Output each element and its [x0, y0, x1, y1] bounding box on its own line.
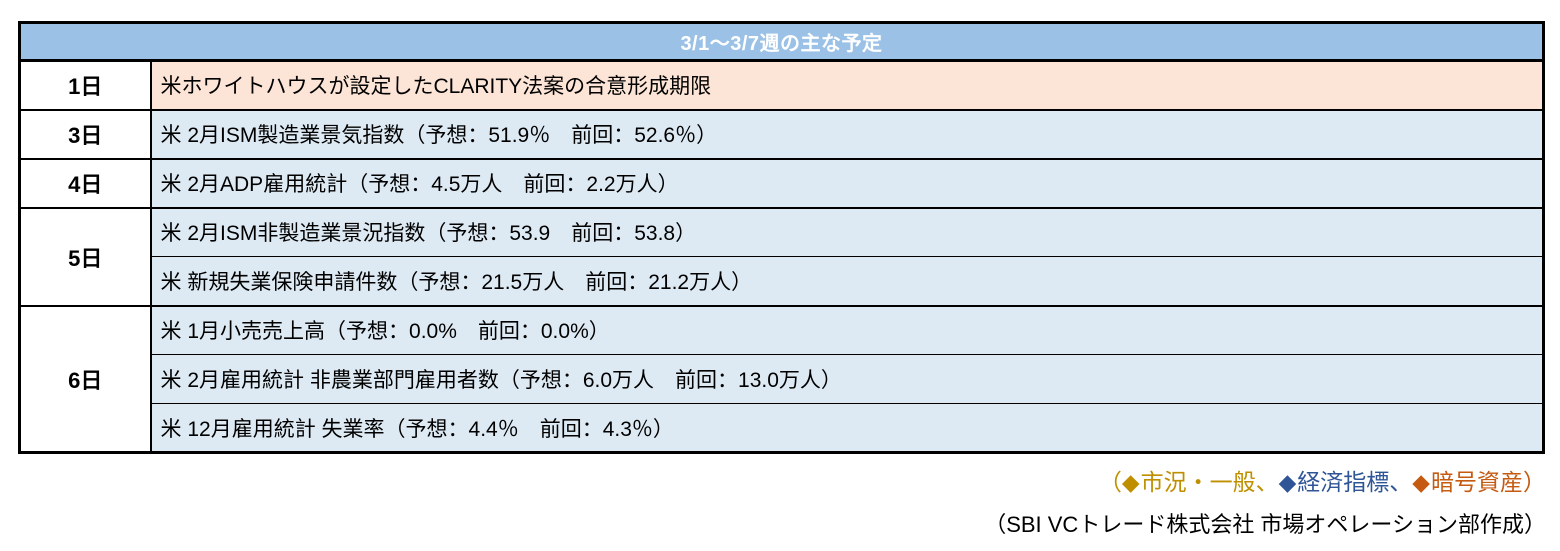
event-cell: 米 12月雇用統計 失業率（予想：4.4％ 前回：4.3％）	[150, 403, 1544, 453]
legend-close-paren: ）	[1523, 469, 1546, 495]
legend-item: ◆経済指標、	[1279, 469, 1413, 495]
table-row: 4日 米 2月ADP雇用統計（予想：4.5万人 前回：2.2万人）	[19, 157, 1544, 208]
table-row: 3日 米 2月ISM製造業景気指数（予想：51.9％ 前回：52.6％）	[19, 108, 1544, 159]
table-row: 米 新規失業保険申請件数（予想：21.5万人 前回：21.2万人）	[20, 256, 1544, 306]
day-cell: 1日	[19, 59, 152, 110]
event-cell: 米 2月雇用統計 非農業部門雇用者数（予想：6.0万人 前回：13.0万人）	[150, 354, 1544, 404]
legend-item: ◆暗号資産	[1412, 469, 1523, 495]
table-header-row: 3/1～3/7週の主な予定	[19, 22, 1544, 62]
table-title: 3/1～3/7週の主な予定	[19, 22, 1544, 62]
day-cell: 6日	[19, 304, 152, 453]
table-row: 6日 米 1月小売売上高（予想：0.0% 前回：0.0%）	[19, 304, 1544, 453]
event-cell: 米 2月ISM製造業景気指数（予想：51.9％ 前回：52.6％）	[150, 108, 1544, 159]
legend-open-paren: （	[1098, 469, 1122, 495]
table-row: 1日 米ホワイトハウスが設定したCLARITY法案の合意形成期限	[19, 59, 1544, 110]
table-row: 5日 米 2月ISM非製造業景況指数（予想：53.9 前回：53.8）	[19, 206, 1544, 306]
day-cell: 3日	[19, 108, 152, 159]
credit-line: （SBI VCトレード株式会社 市場オペレーション部作成）	[984, 512, 1546, 537]
event-cell: 米 1月小売売上高（予想：0.0% 前回：0.0%）	[150, 304, 1544, 355]
day-cell: 5日	[19, 206, 152, 306]
legend-item-label: 経済指標、	[1297, 469, 1413, 495]
table-row: 米 2月雇用統計 非農業部門雇用者数（予想：6.0万人 前回：13.0万人）	[20, 354, 1544, 404]
diamond-icon: ◆	[1121, 469, 1140, 495]
event-cell: 米 新規失業保険申請件数（予想：21.5万人 前回：21.2万人）	[150, 256, 1544, 306]
event-cell: 米 2月ISM非製造業景況指数（予想：53.9 前回：53.8）	[150, 206, 1544, 257]
legend-item-label: 市況・一般、	[1140, 469, 1279, 495]
legend: （◆市況・一般、◆経済指標、◆暗号資産）	[1099, 463, 1546, 497]
event-cell: 米 2月ADP雇用統計（予想：4.5万人 前回：2.2万人）	[150, 157, 1544, 208]
legend-item-label: 暗号資産	[1431, 469, 1523, 495]
table-row: 米 12月雇用統計 失業率（予想：4.4％ 前回：4.3％）	[20, 403, 1544, 453]
event-cell: 米ホワイトハウスが設定したCLARITY法案の合意形成期限	[150, 59, 1544, 110]
legend-item: ◆市況・一般、	[1122, 469, 1279, 495]
schedule-table: 3/1～3/7週の主な予定 1日 米ホワイトハウスが設定したCLARITY法案の…	[18, 21, 1545, 454]
day-cell: 4日	[19, 157, 152, 208]
diamond-icon: ◆	[1278, 469, 1297, 495]
diamond-icon: ◆	[1412, 469, 1430, 495]
